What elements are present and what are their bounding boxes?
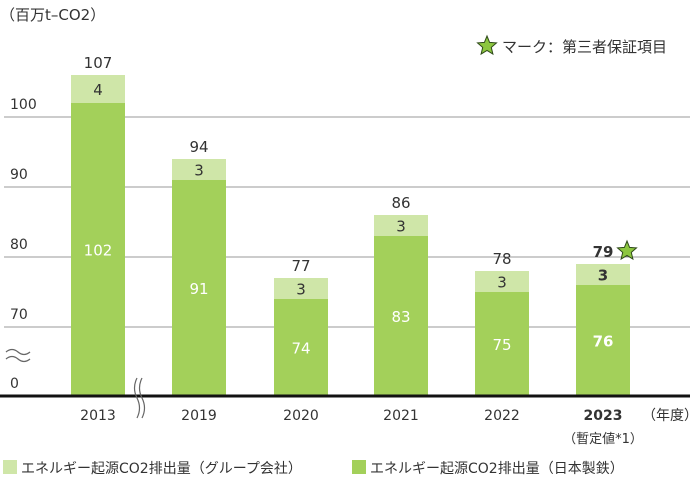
bar-nippon-steel-2013 bbox=[71, 103, 125, 396]
y-tick-label: 90 bbox=[10, 167, 28, 183]
bar-group-companies-2023 bbox=[576, 264, 630, 285]
bar-group-companies-2013 bbox=[71, 75, 125, 103]
x-axis-label: （年度） bbox=[642, 408, 690, 424]
x-axis-break-icon bbox=[133, 377, 146, 419]
x-tick-label: 2020 bbox=[283, 408, 319, 424]
data-label-total: 107 bbox=[84, 54, 113, 72]
data-label-group-companies: 3 bbox=[396, 218, 406, 236]
bar-nippon-steel-2021 bbox=[374, 236, 428, 396]
data-label-nippon-steel: 76 bbox=[593, 333, 614, 351]
bar-group-companies-2021 bbox=[374, 215, 428, 236]
legend-label-nippon-steel: エネルギー起源CO2排出量（日本製鉄） bbox=[370, 461, 624, 477]
data-label-group-companies: 3 bbox=[296, 281, 306, 299]
data-label-nippon-steel: 74 bbox=[291, 340, 310, 358]
bar-group-companies-2019 bbox=[172, 159, 226, 180]
bar-nippon-steel-2023 bbox=[576, 285, 630, 396]
bar-group-companies-2020 bbox=[274, 278, 328, 299]
data-label-total: 78 bbox=[492, 250, 511, 268]
data-label-group-companies: 3 bbox=[497, 274, 507, 292]
data-label-total: 86 bbox=[391, 194, 410, 212]
star-annotation-text: マーク：第三者保証項目 bbox=[502, 38, 667, 56]
y-tick-label: 70 bbox=[10, 307, 28, 323]
x-tick-label: 2019 bbox=[181, 408, 217, 424]
data-label-group-companies: 3 bbox=[194, 162, 204, 180]
data-label-total: 77 bbox=[291, 257, 310, 275]
data-label-group-companies: 3 bbox=[598, 267, 608, 285]
data-label-nippon-steel: 91 bbox=[189, 280, 208, 298]
bar-nippon-steel-2020 bbox=[274, 299, 328, 396]
bar-nippon-steel-2019 bbox=[172, 180, 226, 396]
data-label-nippon-steel: 102 bbox=[84, 242, 113, 260]
y-tick-label: 80 bbox=[10, 237, 28, 253]
third-party-assurance-star-icon bbox=[616, 239, 638, 261]
x-tick-label: 2022 bbox=[484, 408, 520, 424]
star-legend-icon bbox=[476, 34, 498, 56]
x-tick-label: 2013 bbox=[80, 408, 116, 424]
data-label-group-companies: 4 bbox=[93, 81, 103, 99]
y-tick-label: 0 bbox=[10, 376, 19, 392]
axis-break-icon bbox=[5, 348, 31, 363]
x-tick-label: 2021 bbox=[383, 408, 419, 424]
x-tick-label: 2023 bbox=[584, 408, 623, 424]
data-label-total: 94 bbox=[189, 138, 208, 156]
bar-nippon-steel-2022 bbox=[475, 292, 529, 396]
bar-group-companies-2022 bbox=[475, 271, 529, 292]
y-axis-unit-label: （百万t–CO2） bbox=[0, 6, 105, 24]
data-label-nippon-steel: 75 bbox=[492, 336, 511, 354]
legend-swatch-nippon-steel bbox=[352, 460, 366, 474]
legend-swatch-group-companies bbox=[3, 460, 17, 474]
x-tick-note: （暫定値*1） bbox=[563, 431, 643, 447]
y-tick-label: 100 bbox=[10, 97, 37, 113]
data-label-total: 79 bbox=[593, 243, 614, 261]
legend-label-group-companies: エネルギー起源CO2排出量（グループ会社） bbox=[21, 461, 302, 477]
data-label-nippon-steel: 83 bbox=[391, 308, 410, 326]
